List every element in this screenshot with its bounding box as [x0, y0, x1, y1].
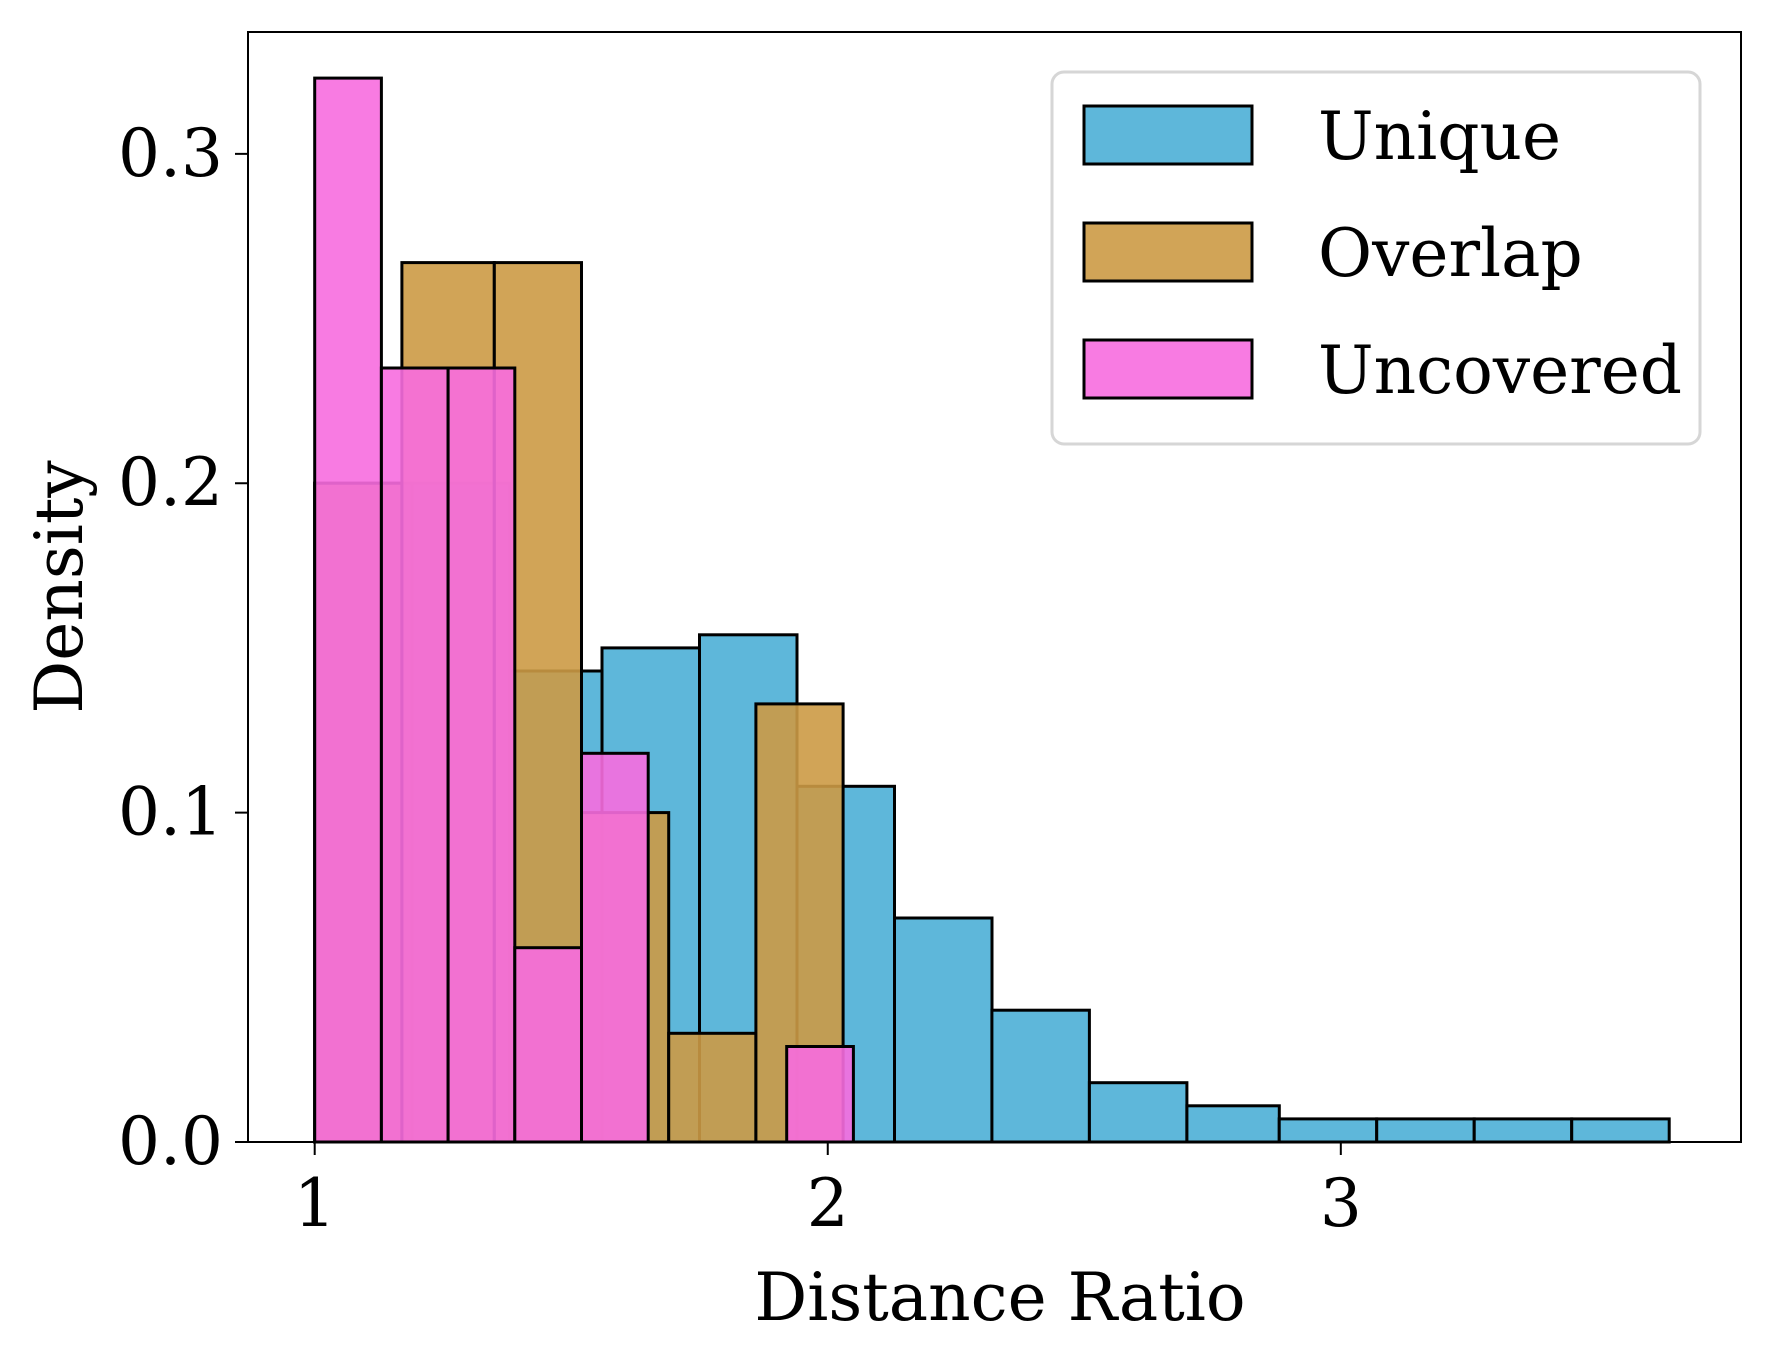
y-axis-label: Density	[21, 460, 98, 714]
plot-area-frame	[247, 31, 1742, 1143]
x-tick-label: 2	[807, 1165, 849, 1242]
bar-uncovered-5	[785, 1045, 855, 1144]
legend-swatch-uncovered	[1082, 338, 1254, 400]
x-axis: 1 2 3	[294, 1142, 1362, 1242]
y-tick-label: 0.0	[118, 1103, 223, 1180]
y-tick-label: 0.1	[118, 774, 223, 851]
y-tick-label: 0.2	[118, 444, 223, 521]
legend-label-uncovered: Uncovered	[1318, 332, 1682, 409]
bar-uncovered-2	[446, 366, 517, 1144]
y-tick-label: 0.3	[118, 115, 223, 192]
bar-unique-11	[1375, 1117, 1476, 1144]
x-tick-label: 1	[294, 1165, 336, 1242]
x-axis-label: Distance Ratio	[754, 1259, 1245, 1336]
bar-uncovered-0	[313, 76, 383, 1144]
legend-swatch-unique	[1082, 104, 1254, 166]
bar-uncovered-1	[379, 366, 450, 1144]
bar-overlap-4	[667, 1031, 758, 1144]
legend: Unique Overlap Uncovered	[1050, 70, 1702, 446]
legend-swatch-overlap	[1082, 221, 1254, 283]
bar-uncovered-3	[513, 946, 583, 1144]
bar-unique-7	[990, 1008, 1091, 1144]
legend-label-overlap: Overlap	[1318, 215, 1583, 292]
series-uncovered	[313, 76, 855, 1144]
bar-unique-8	[1087, 1081, 1189, 1144]
bar-unique-9	[1185, 1104, 1281, 1144]
bar-unique-10	[1277, 1117, 1379, 1144]
histogram-bars	[313, 76, 1671, 1144]
bar-unique-13	[1570, 1117, 1671, 1144]
bar-unique-12	[1472, 1117, 1574, 1144]
bar-unique-6	[893, 916, 994, 1144]
x-tick-label: 3	[1320, 1165, 1362, 1242]
legend-label-unique: Unique	[1318, 98, 1561, 175]
bar-uncovered-4	[580, 751, 650, 1144]
y-axis: 0.0 0.1 0.2 0.3	[118, 115, 248, 1180]
